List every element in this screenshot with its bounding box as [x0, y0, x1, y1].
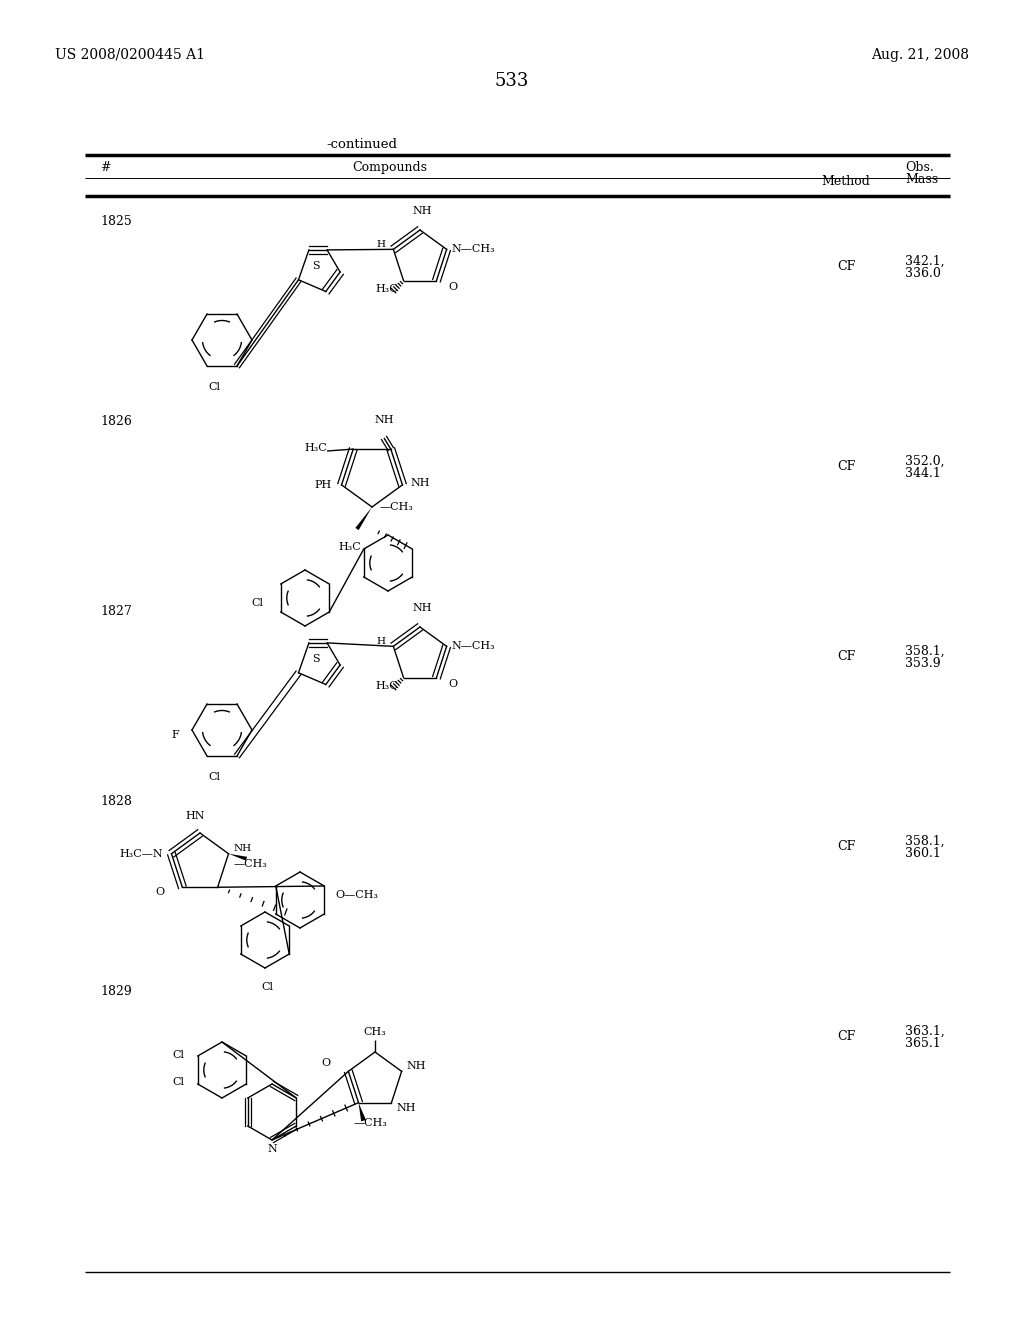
Text: 1827: 1827 — [100, 605, 132, 618]
Text: Mass: Mass — [905, 173, 938, 186]
Text: Compounds: Compounds — [352, 161, 427, 174]
Polygon shape — [355, 507, 372, 531]
Text: Aug. 21, 2008: Aug. 21, 2008 — [871, 48, 969, 62]
Text: NH: NH — [413, 206, 432, 216]
Text: 358.1,: 358.1, — [905, 836, 944, 847]
Text: Cl: Cl — [208, 772, 220, 781]
Text: CF: CF — [837, 649, 855, 663]
Text: #: # — [100, 161, 111, 174]
Text: —CH₃: —CH₃ — [353, 1118, 387, 1127]
Text: N—CH₃: N—CH₃ — [452, 642, 496, 651]
Text: S: S — [312, 261, 319, 271]
Text: NH: NH — [374, 414, 394, 425]
Text: H₃C—N: H₃C—N — [120, 849, 164, 859]
Text: 360.1: 360.1 — [905, 847, 941, 861]
Text: NH: NH — [233, 845, 252, 853]
Text: 365.1: 365.1 — [905, 1038, 941, 1049]
Text: H: H — [377, 636, 385, 645]
Text: Cl: Cl — [172, 1077, 184, 1086]
Text: Method: Method — [821, 176, 870, 187]
Text: H₃C: H₃C — [376, 284, 398, 293]
Text: Cl: Cl — [172, 1049, 184, 1060]
Text: PH: PH — [314, 480, 332, 490]
Text: NH: NH — [396, 1102, 416, 1113]
Text: HN: HN — [185, 810, 205, 821]
Text: S: S — [312, 653, 319, 664]
Text: CF: CF — [837, 260, 855, 273]
Text: Cl: Cl — [208, 381, 220, 392]
Text: 1828: 1828 — [100, 795, 132, 808]
Text: NH: NH — [411, 478, 430, 488]
Text: N: N — [267, 1144, 276, 1154]
Text: —CH₃: —CH₃ — [233, 859, 267, 869]
Text: O: O — [156, 887, 165, 898]
Text: O: O — [322, 1059, 331, 1068]
Text: H₃C: H₃C — [376, 681, 398, 690]
Text: H₃C: H₃C — [304, 444, 327, 453]
Text: CF: CF — [837, 1030, 855, 1043]
Text: 353.9: 353.9 — [905, 657, 941, 671]
Text: O: O — [449, 281, 458, 292]
Polygon shape — [228, 854, 247, 861]
Polygon shape — [358, 1102, 366, 1121]
Text: NH: NH — [413, 603, 432, 612]
Text: 363.1,: 363.1, — [905, 1026, 945, 1038]
Text: 352.0,: 352.0, — [905, 455, 944, 469]
Text: F: F — [171, 730, 179, 741]
Text: NH: NH — [407, 1061, 426, 1072]
Text: CF: CF — [837, 840, 855, 853]
Text: O: O — [449, 678, 458, 689]
Text: 342.1,: 342.1, — [905, 255, 944, 268]
Text: H: H — [377, 240, 385, 249]
Text: 1829: 1829 — [100, 985, 132, 998]
Text: CF: CF — [837, 459, 855, 473]
Text: US 2008/0200445 A1: US 2008/0200445 A1 — [55, 48, 205, 62]
Text: 533: 533 — [495, 73, 529, 90]
Text: H₃C: H₃C — [339, 543, 361, 552]
Text: 358.1,: 358.1, — [905, 645, 944, 657]
Text: 1826: 1826 — [100, 414, 132, 428]
Text: O—CH₃: O—CH₃ — [335, 890, 378, 900]
Text: 1825: 1825 — [100, 215, 132, 228]
Text: Cl: Cl — [261, 982, 273, 993]
Text: 336.0: 336.0 — [905, 267, 941, 280]
Text: -continued: -continued — [327, 139, 397, 150]
Text: 344.1: 344.1 — [905, 467, 941, 480]
Text: N—CH₃: N—CH₃ — [452, 244, 496, 255]
Text: Obs.: Obs. — [905, 161, 934, 174]
Text: CH₃: CH₃ — [364, 1027, 386, 1038]
Text: —CH₃: —CH₃ — [380, 502, 414, 512]
Text: Cl: Cl — [251, 598, 263, 609]
